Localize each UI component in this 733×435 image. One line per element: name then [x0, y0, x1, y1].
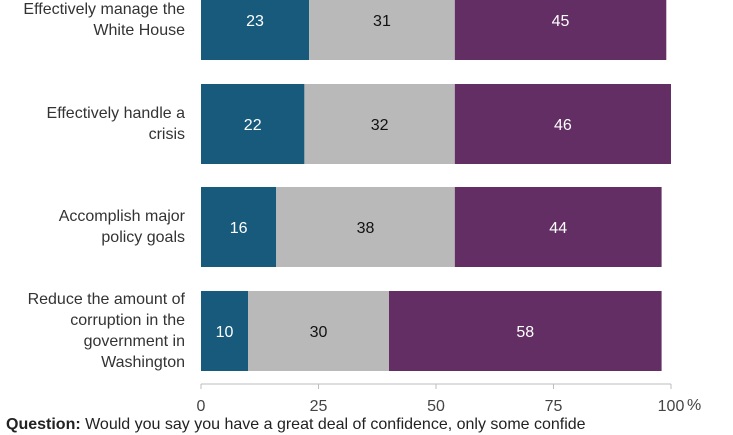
stacked-bar-chart: 23 31 45 22 32 46 16 38 44 10 30 58 0 25 50 75 100%: [197, 0, 701, 415]
bar-segment-2-1: [201, 84, 305, 164]
bar-segment-3-2: [276, 187, 455, 267]
bar-segment-3-3: [454, 187, 662, 267]
bar-segment-2-3: [454, 84, 671, 164]
category-label-4-line-2: corruption in the: [70, 312, 185, 329]
footnote-text: Would you say you have a great deal of c…: [80, 416, 586, 433]
data-label-3-2: 38: [357, 220, 375, 237]
category-label-4: Reduce the amount of corruption in the gov…: [0, 289, 185, 373]
bar-segment-4-3: [389, 291, 662, 371]
category-label-2-line-2: crisis: [148, 126, 185, 143]
category-label-3-line-1: Accomplish major: [58, 208, 185, 225]
x-tick-label-75: 75: [545, 398, 563, 415]
category-label-1: Effectively manage the White House: [0, 0, 185, 41]
data-label-3-3: 44: [549, 220, 567, 237]
category-label-1-line-1: Effectively manage the: [23, 1, 185, 18]
category-label-2: Effectively handle a crisis: [0, 103, 185, 145]
x-axis-unit: %: [687, 397, 701, 414]
bar-segment-3-1: [201, 187, 277, 267]
data-label-4-1: 10: [216, 324, 234, 341]
data-label-3-1: 16: [230, 220, 248, 237]
category-label-3-line-2: policy goals: [101, 229, 185, 246]
data-label-4-2: 30: [310, 324, 328, 341]
category-label-4-line-1: Reduce the amount of: [27, 291, 185, 308]
category-label-1-line-2: White House: [93, 22, 185, 39]
data-label-1-2: 31: [373, 13, 391, 30]
category-label-3: Accomplish major policy goals: [0, 206, 185, 248]
category-label-4-line-3: government in: [83, 333, 185, 350]
bar-segment-4-1: [201, 291, 248, 371]
bar-segment-1-2: [309, 0, 455, 60]
footnote-label: Question:: [6, 416, 81, 433]
data-label-2-1: 22: [244, 117, 262, 134]
x-tick-label-100: 100: [658, 398, 685, 415]
data-label-2-3: 46: [554, 117, 572, 134]
x-tick-label-50: 50: [427, 398, 445, 415]
category-label-2-line-1: Effectively handle a: [46, 105, 185, 122]
bar-segment-4-2: [248, 291, 389, 371]
bar-segment-1-1: [201, 0, 310, 60]
category-label-4-line-4: Washington: [101, 354, 185, 371]
x-tick-label-25: 25: [310, 398, 328, 415]
data-label-2-2: 32: [371, 117, 389, 134]
data-label-4-3: 58: [516, 324, 534, 341]
data-label-1-1: 23: [246, 13, 264, 30]
data-label-1-3: 45: [552, 13, 570, 30]
x-tick-label-0: 0: [197, 398, 206, 415]
bar-segment-2-2: [304, 84, 455, 164]
bar-segment-1-3: [454, 0, 667, 60]
question-footnote: Question: Would you say you have a great…: [6, 414, 733, 435]
